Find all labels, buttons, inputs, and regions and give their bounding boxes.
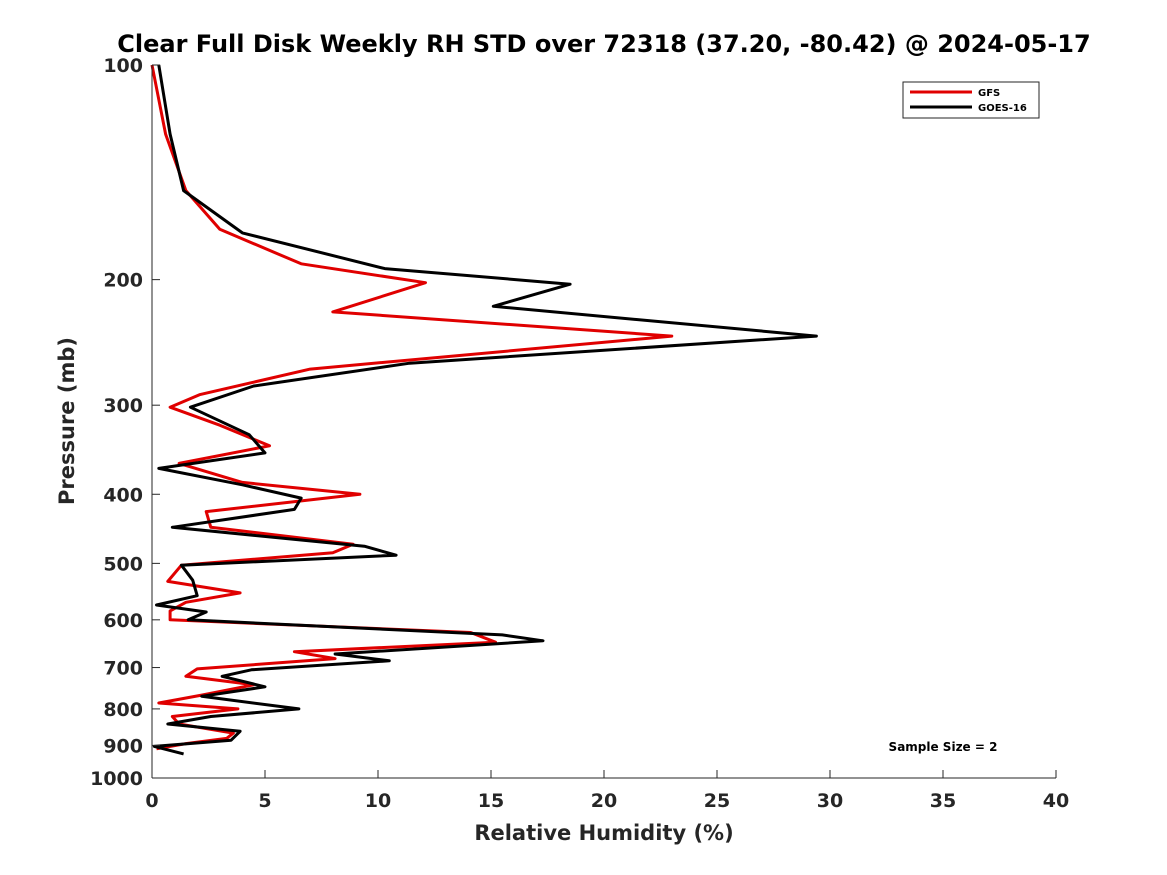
legend-label-gfs: GFS <box>978 88 1000 99</box>
series-line-gfs <box>150 64 674 751</box>
series-line-goes16 <box>152 64 818 756</box>
legend-box <box>902 81 1040 119</box>
y-tick-label: 500 <box>103 553 143 575</box>
x-tick-label: 30 <box>817 790 843 812</box>
x-tick-label: 0 <box>145 790 158 812</box>
y-tick-label: 200 <box>103 270 143 292</box>
x-tick-label: 15 <box>478 790 504 812</box>
sample-size-annotation: Sample Size = 2 <box>889 740 998 754</box>
x-axis-ticks: 0 5 10 15 20 25 30 35 40 <box>145 770 1069 812</box>
legend: GFS GOES-16 <box>902 81 1040 119</box>
y-tick-label: 100 <box>103 55 143 77</box>
y-tick-label: 800 <box>103 699 143 721</box>
legend-label-goes16: GOES-16 <box>978 103 1027 114</box>
y-tick-label: 400 <box>103 484 143 506</box>
series-layer <box>150 64 818 756</box>
x-tick-label: 5 <box>258 790 271 812</box>
x-tick-label: 20 <box>591 790 617 812</box>
y-axis-label: Pressure (mb) <box>55 337 79 505</box>
y-tick-label: 600 <box>103 610 143 632</box>
x-tick-label: 25 <box>704 790 730 812</box>
x-tick-label: 40 <box>1043 790 1069 812</box>
y-tick-label: 700 <box>103 658 143 680</box>
y-tick-label: 900 <box>103 735 143 757</box>
y-axis-ticks: 100 200 300 400 500 600 700 800 900 1000 <box>90 55 160 790</box>
x-tick-label: 10 <box>365 790 391 812</box>
x-axis-label: Relative Humidity (%) <box>474 821 733 845</box>
chart-title: Clear Full Disk Weekly RH STD over 72318… <box>117 30 1090 58</box>
y-tick-label: 300 <box>103 395 143 417</box>
plot-area <box>152 65 1056 778</box>
y-tick-label: 1000 <box>90 768 143 790</box>
x-tick-label: 35 <box>930 790 956 812</box>
